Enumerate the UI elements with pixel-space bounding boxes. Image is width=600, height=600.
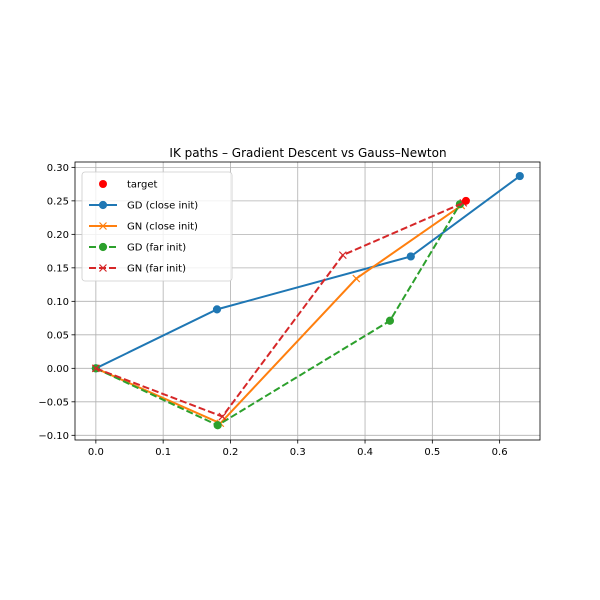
legend-entry-target: target bbox=[99, 180, 157, 191]
chart-title: IK paths – Gradient Descent vs Gauss–New… bbox=[169, 146, 446, 160]
legend-entry: GD (far init) bbox=[89, 243, 186, 254]
y-tick-label: 0.15 bbox=[47, 263, 69, 274]
data-point bbox=[213, 421, 222, 430]
series-line bbox=[95, 175, 521, 370]
legend-entry: GD (close init) bbox=[89, 201, 198, 212]
y-tick-label: 0.05 bbox=[47, 330, 69, 341]
x-tick-label: 0.1 bbox=[155, 447, 171, 458]
data-point bbox=[515, 171, 524, 181]
y-tick-label: 0.30 bbox=[47, 163, 69, 174]
series-layer bbox=[91, 171, 524, 430]
target-point bbox=[461, 196, 470, 205]
data-point bbox=[218, 412, 227, 421]
y-tick-label: −0.05 bbox=[38, 397, 69, 408]
x-marker-stroke bbox=[99, 264, 107, 272]
data-point bbox=[385, 316, 395, 325]
legend-label: GN (close init) bbox=[127, 222, 198, 233]
x-marker-stroke bbox=[91, 364, 100, 373]
x-tick-label: 0.3 bbox=[290, 447, 306, 458]
data-point bbox=[91, 364, 100, 373]
legend-marker bbox=[99, 180, 107, 188]
y-tick-label: 0.20 bbox=[47, 230, 69, 241]
legend-box bbox=[81, 171, 233, 282]
legend-marker bbox=[99, 222, 107, 230]
y-tick-label: −0.10 bbox=[38, 431, 69, 442]
x-tick-label: 0.0 bbox=[88, 447, 104, 458]
plot-frame bbox=[74, 161, 541, 441]
x-tick-label: 0.5 bbox=[424, 447, 440, 458]
legend-marker bbox=[98, 200, 108, 210]
x-tick-label: 0.6 bbox=[492, 447, 508, 458]
x-tick-label: 0.2 bbox=[222, 447, 238, 458]
series-line bbox=[95, 201, 464, 418]
data-point bbox=[406, 252, 415, 261]
legend-marker bbox=[98, 242, 108, 252]
x-marker-stroke bbox=[99, 222, 107, 230]
data-point bbox=[212, 305, 222, 314]
x-tick-label: 0.4 bbox=[357, 447, 373, 458]
legend: target GD (close init) GN (close init) GD (… bbox=[81, 171, 233, 282]
series-line bbox=[95, 204, 462, 425]
y-tick-label: 0.10 bbox=[47, 297, 69, 308]
axis-ticks: 0.0 0.1 0.2 0.3 0.4 0.5 0.6 −0.10 −0.05 0.00 0.05 0… bbox=[38, 163, 507, 458]
data-point bbox=[338, 251, 347, 260]
legend-entry: GN (close init) bbox=[89, 222, 198, 233]
x-marker-stroke bbox=[352, 274, 361, 283]
legend-label: target bbox=[127, 180, 157, 191]
legend-label: GD (close init) bbox=[127, 201, 198, 212]
x-marker-stroke bbox=[338, 251, 347, 260]
data-point bbox=[352, 274, 361, 283]
legend-entry: GN (far init) bbox=[89, 264, 186, 275]
grid bbox=[75, 162, 540, 440]
series-line bbox=[95, 203, 461, 427]
y-tick-label: 0.00 bbox=[47, 364, 69, 375]
legend-label: GD (far init) bbox=[127, 243, 186, 254]
legend-marker bbox=[99, 264, 107, 272]
y-tick-label: 0.25 bbox=[47, 196, 69, 207]
legend-label: GN (far init) bbox=[127, 264, 186, 275]
x-marker-stroke bbox=[218, 412, 227, 421]
